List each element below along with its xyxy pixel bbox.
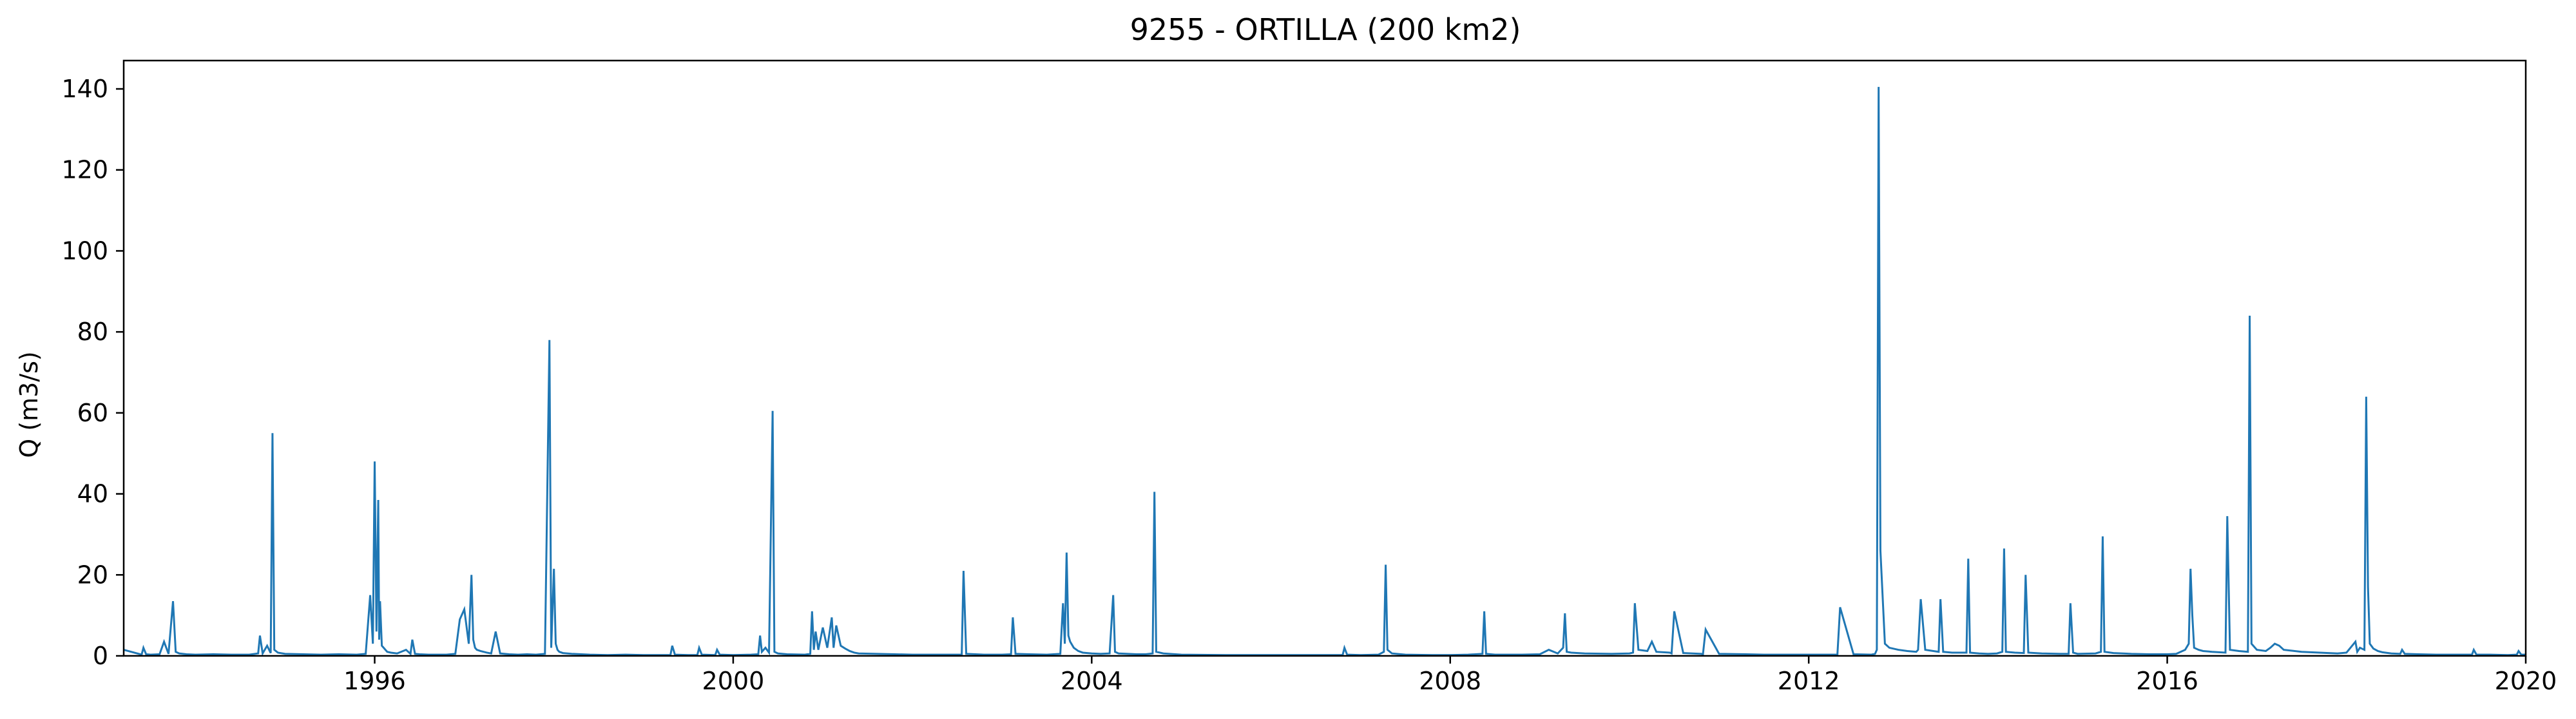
plot-area: 1996 2000 2004 2008 2012 2016 2020 0 20 40 60 80 100… xyxy=(61,59,2557,695)
x-tick-label-2016: 2016 xyxy=(2136,667,2198,695)
y-tick-label-140: 140 xyxy=(61,75,108,103)
x-tick-label-2000: 2000 xyxy=(702,667,765,695)
y-tick-label-20: 20 xyxy=(77,561,108,589)
y-tick-label-80: 80 xyxy=(77,318,108,346)
axes-frame xyxy=(122,59,2527,657)
y-tick-label-100: 100 xyxy=(61,236,108,265)
x-tick-label-2008: 2008 xyxy=(1419,667,1481,695)
series-line-0 xyxy=(123,86,2526,657)
y-tick-label-40: 40 xyxy=(77,480,108,508)
y-tick-label-120: 120 xyxy=(61,156,108,184)
x-tick-label-2020: 2020 xyxy=(2495,667,2557,695)
y-axis-label: Q (m3/s) xyxy=(15,351,43,457)
chart-title: 9255 - ORTILLA (200 km2) xyxy=(1130,12,1521,47)
x-tick-label-2004: 2004 xyxy=(1061,667,1123,695)
x-tick-label-2012: 2012 xyxy=(1778,667,1840,695)
x-tick-label-1996: 1996 xyxy=(343,667,406,695)
y-tick-label-0: 0 xyxy=(93,642,108,670)
y-tick-label-60: 60 xyxy=(77,399,108,427)
